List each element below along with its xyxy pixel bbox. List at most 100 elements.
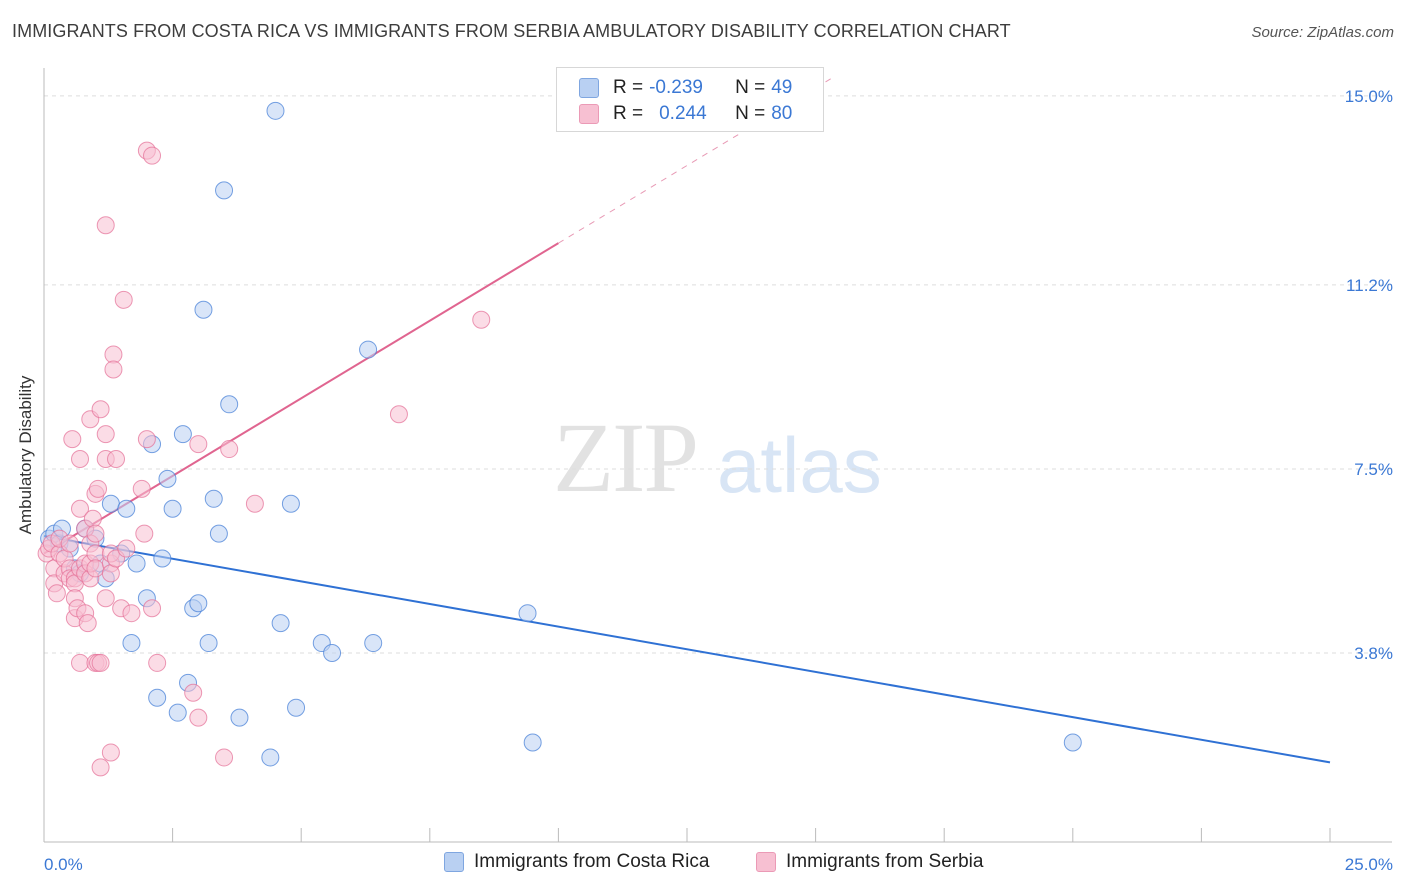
bottom-legend-label-serbia: Immigrants from Serbia <box>786 851 984 872</box>
costa-rica-point <box>281 494 300 513</box>
chart-title: IMMIGRANTS FROM COSTA RICA VS IMMIGRANTS… <box>12 21 1011 41</box>
serbia-point <box>63 430 82 449</box>
costa-rica-point <box>204 489 223 508</box>
costa-rica-trendline <box>43 535 1331 764</box>
serbia-point <box>107 450 126 468</box>
legend-swatch-blue <box>579 78 599 98</box>
serbia-point <box>96 216 115 235</box>
costa-rica-point <box>266 101 285 120</box>
serbia-point <box>86 524 105 543</box>
serbia-point <box>86 559 105 578</box>
costa-rica-point <box>518 604 537 623</box>
correlation-legend: R = -0.239 N = 49 R = 0.244 N = 80 <box>556 67 824 132</box>
costa-rica-point <box>523 733 542 752</box>
serbia-point <box>184 683 203 702</box>
costa-rica-point <box>261 748 280 767</box>
legend-r-value: 0.244 <box>659 103 707 124</box>
x-tick-label: 0.0% <box>44 855 83 874</box>
serbia-point <box>71 450 90 468</box>
serbia-point <box>91 400 110 419</box>
tick-label-layer: 3.8% 7.5% 11.2% 15.0% 0.0% 25.0% <box>44 87 1393 874</box>
bottom-legend-costa-rica: Immigrants from Costa Rica <box>444 851 709 873</box>
legend-row-serbia: R = 0.244 N = 80 <box>579 101 792 127</box>
serbia-point <box>135 524 154 543</box>
serbia-point <box>215 748 234 767</box>
serbia-point <box>143 146 162 165</box>
costa-rica-point <box>194 300 213 319</box>
serbia-point <box>122 604 141 623</box>
costa-rica-point <box>230 708 249 727</box>
y-tick-label: 7.5% <box>1354 460 1393 479</box>
serbia-point <box>83 509 102 528</box>
serbia-point <box>71 499 90 518</box>
legend-row-costa-rica: R = -0.239 N = 49 <box>579 75 792 101</box>
costa-rica-point <box>153 549 172 568</box>
serbia-point <box>91 758 110 777</box>
serbia-point <box>220 440 239 459</box>
costa-rica-point <box>122 634 141 653</box>
costa-rica-point <box>220 395 239 414</box>
legend-swatch-pink <box>579 104 599 124</box>
y-tick-label: 3.8% <box>1354 644 1393 663</box>
y-tick-label: 15.0% <box>1345 87 1393 106</box>
costa-rica-point <box>1063 733 1082 752</box>
serbia-point <box>91 653 110 672</box>
legend-n-value: 80 <box>771 103 793 124</box>
costa-rica-point <box>271 614 290 633</box>
bottom-legend-swatch-pink <box>756 852 776 872</box>
legend-n-label: N = <box>735 77 766 98</box>
serbia-point <box>96 589 115 608</box>
serbia-point <box>245 494 264 513</box>
costa-rica-point <box>323 643 342 662</box>
y-tick-label: 11.2% <box>1346 276 1393 295</box>
axis-layer <box>43 68 1392 843</box>
watermark-atlas: atlas <box>717 421 882 509</box>
serbia-point <box>189 708 208 727</box>
serbia-point <box>71 653 90 672</box>
costa-rica-point <box>173 425 192 444</box>
bottom-legend-serbia: Immigrants from Serbia <box>756 851 983 873</box>
costa-rica-point <box>209 524 228 543</box>
x-tick-label: 25.0% <box>1345 855 1393 874</box>
serbia-point <box>101 564 120 583</box>
grid-layer <box>44 95 1392 654</box>
costa-rica-point <box>163 499 182 518</box>
legend-n-value: 49 <box>771 77 793 98</box>
serbia-point <box>89 479 108 498</box>
point-layer <box>37 101 1082 777</box>
costa-rica-point <box>117 499 136 518</box>
serbia-point <box>47 584 66 603</box>
serbia-point <box>96 425 115 444</box>
trend-layer <box>43 75 1331 764</box>
watermark-zip: ZIP <box>553 402 699 513</box>
costa-rica-point <box>215 181 234 200</box>
serbia-point <box>148 653 167 672</box>
serbia-point <box>143 599 162 618</box>
legend-r-label: R = <box>613 77 644 98</box>
costa-rica-point <box>199 634 218 653</box>
serbia-point <box>132 479 151 498</box>
costa-rica-point <box>287 698 306 717</box>
serbia-point <box>117 539 136 558</box>
costa-rica-point <box>148 688 167 707</box>
costa-rica-point <box>127 554 146 573</box>
serbia-point <box>60 534 79 553</box>
legend-r-value: -0.239 <box>649 77 703 98</box>
costa-rica-point <box>364 634 383 653</box>
serbia-point <box>78 614 97 633</box>
costa-rica-point <box>158 469 177 488</box>
costa-rica-point <box>189 594 208 613</box>
serbia-point <box>114 290 133 309</box>
serbia-point <box>389 405 408 424</box>
serbia-point <box>189 435 208 454</box>
serbia-point <box>137 430 156 449</box>
costa-rica-point <box>168 703 187 722</box>
bottom-legend-label-costa-rica: Immigrants from Costa Rica <box>474 851 710 872</box>
legend-n-label: N = <box>735 103 766 124</box>
serbia-point <box>101 743 120 762</box>
legend-r-label: R = <box>613 103 644 124</box>
bottom-legend-swatch-blue <box>444 852 464 872</box>
source-label: Source: ZipAtlas.com <box>1251 24 1394 41</box>
costa-rica-point <box>101 494 120 513</box>
